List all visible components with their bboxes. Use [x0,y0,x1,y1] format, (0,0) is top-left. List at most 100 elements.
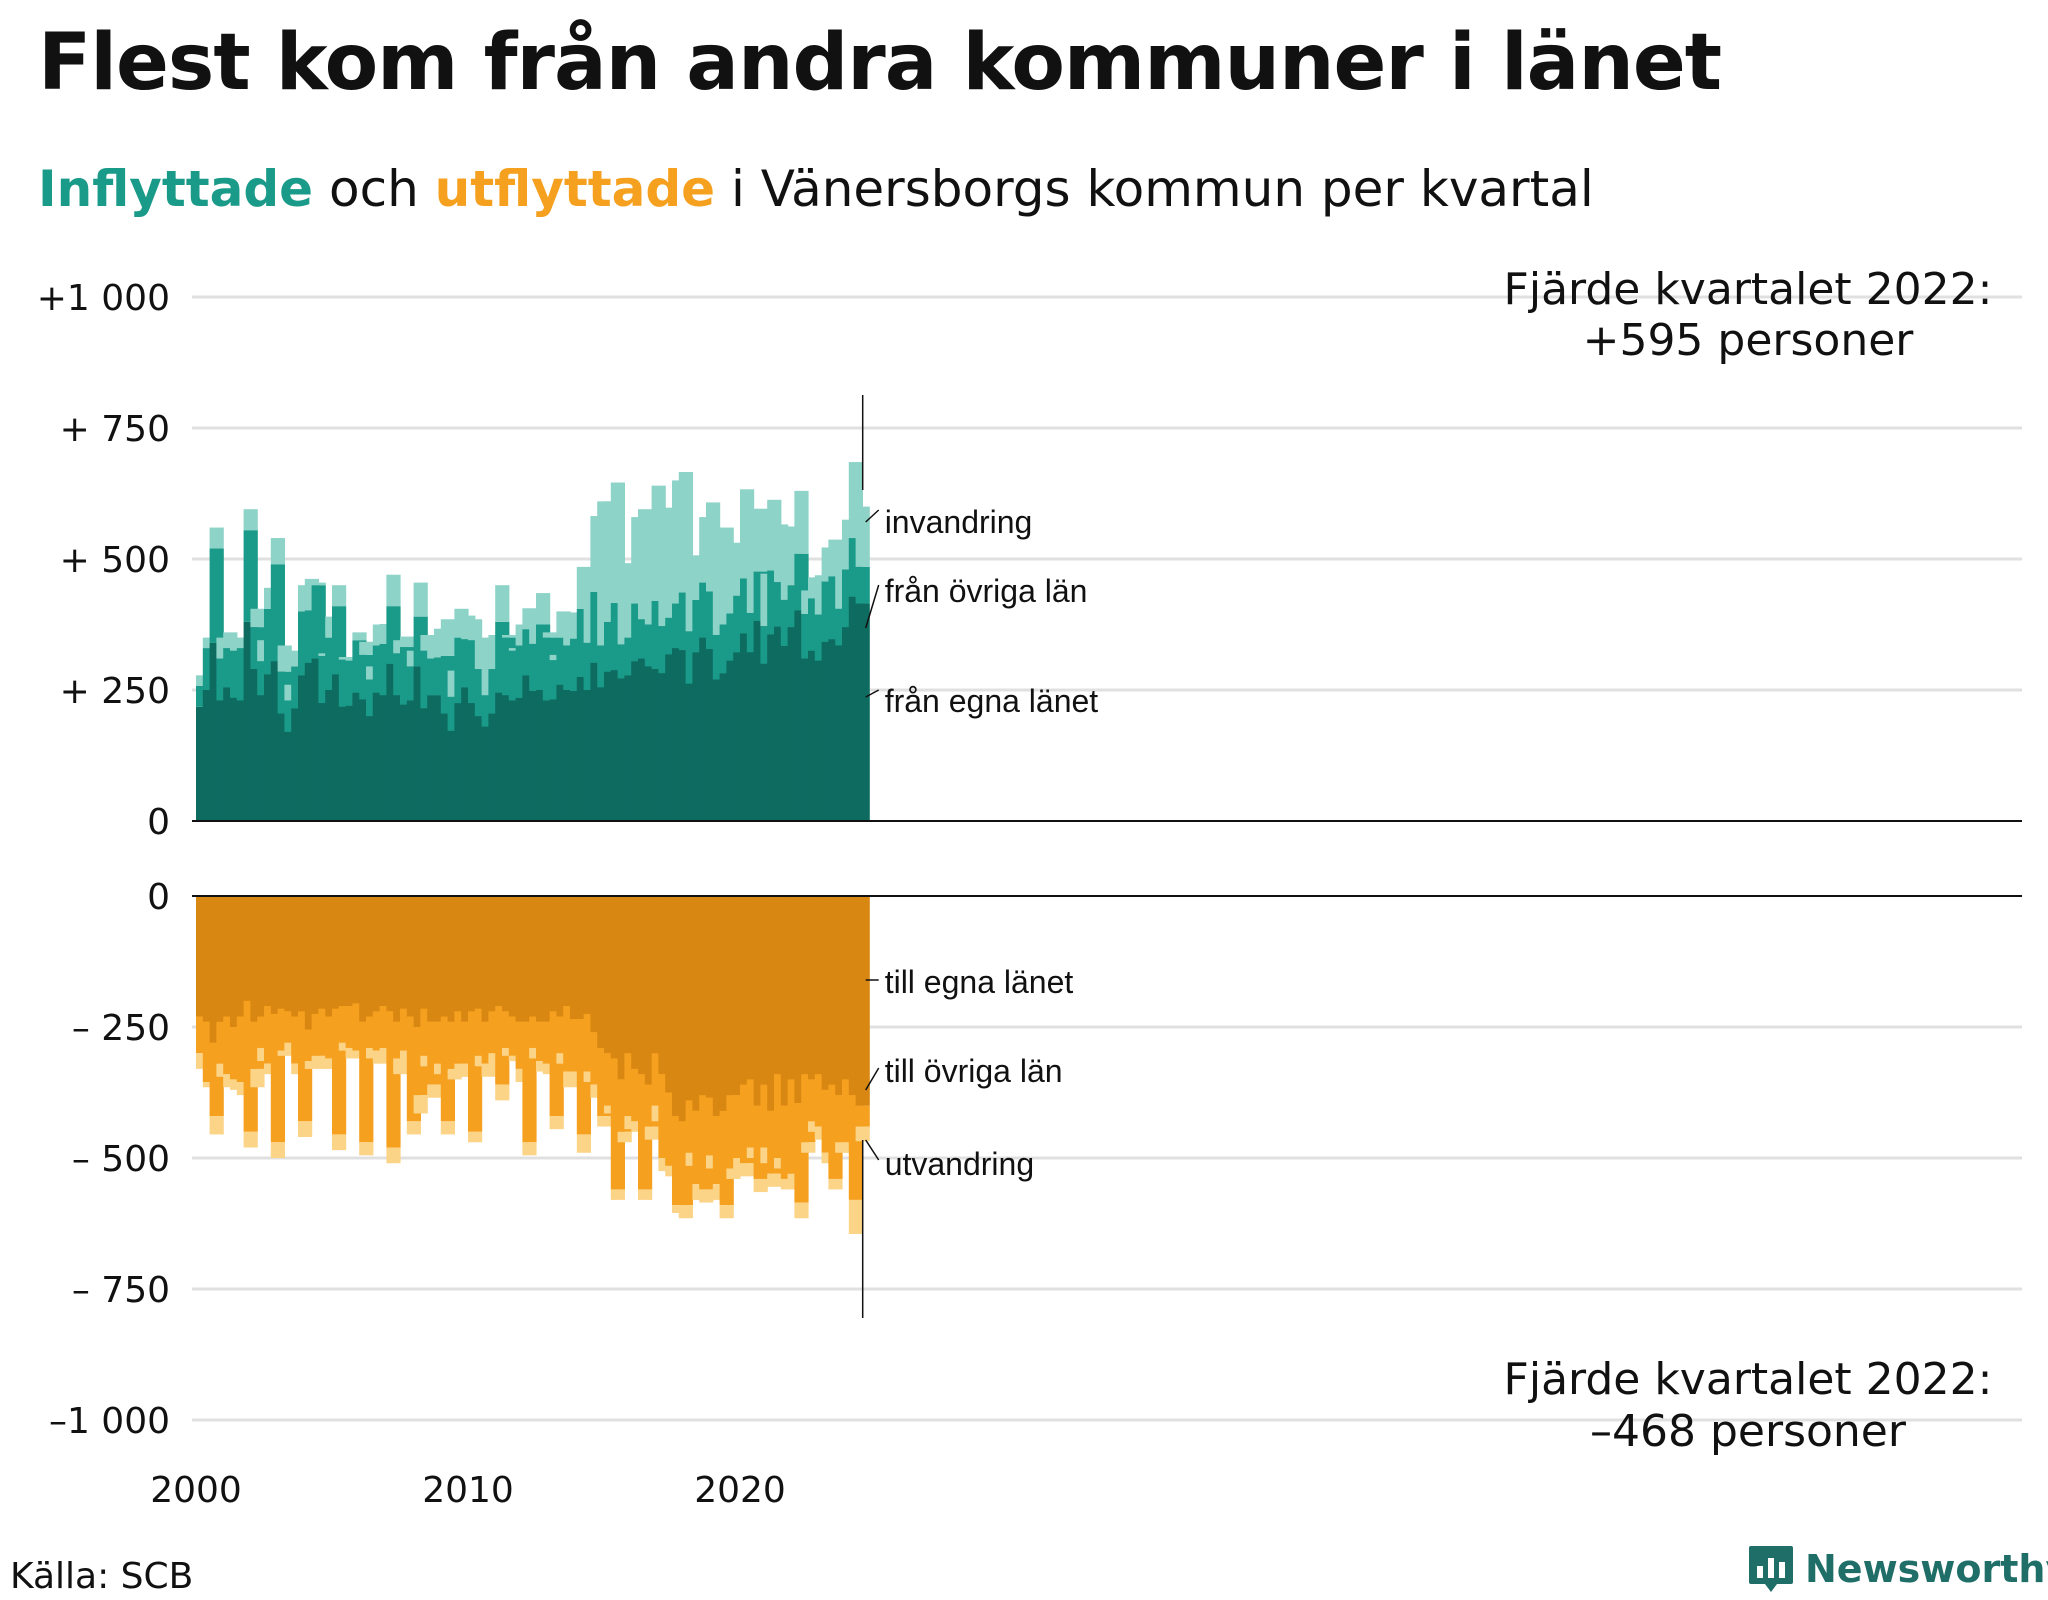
bar-bottom-segment [576,1134,591,1153]
bar-top-segment [495,585,510,622]
series-label-bottom: till övriga län [885,1053,1063,1089]
bar-bottom-segment [243,1131,258,1148]
highlight-top-value: +595 personer [1583,315,1915,366]
bar-top-segment [209,548,224,643]
leader-line [865,509,880,523]
bar-bottom-segment [549,1116,564,1130]
bar-bottom-segment [413,1095,428,1114]
bar-top-segment [243,530,258,622]
highlight-bottom-label: Fjärde kvartalet 2022: [1504,1354,1993,1405]
subtitle-inflyttade: Inflyttade [38,160,314,218]
subtitle-rest: i Vänersborgs kommun per kvartal [715,160,1594,218]
bar-bottom-segment [597,1116,612,1127]
highlight-bottom-value: –468 personer [1590,1406,1907,1457]
source-note: Källa: SCB [10,1556,194,1597]
bar-bottom-segment [522,1142,537,1156]
bar-top-segment [209,527,224,549]
y-tick-label-bottom: 0 [147,877,170,918]
bar-top-segment [502,634,517,638]
brand-name: Newsworthy [1805,1547,2048,1591]
bar-bottom-segment [270,1142,285,1158]
bar-top-segment [413,582,428,617]
bar-bottom-segment [468,1131,483,1143]
bar-top-segment [794,490,809,554]
y-tick-label-bottom: – 750 [72,1270,170,1311]
bar-bottom-segment [440,1121,455,1135]
chart-title: Flest kom från andra kommuner i länet [38,18,1722,108]
series-label-bottom: till egna länet [885,964,1074,1000]
chart-subtitle: Inflyttade och utflyttade i Vänersborgs … [38,160,1594,218]
leader-line [865,1139,880,1161]
series-label-bottom: utvandring [885,1146,1034,1182]
bar-top-segment [311,585,326,659]
bar-bottom-segment [481,1063,496,1077]
bar-bottom-segment [277,1050,292,1056]
bar-bottom-segment [848,1199,863,1234]
bar-top-segment [468,619,483,641]
y-tick-label-bottom: – 250 [72,1008,170,1049]
bar-bottom-segment [386,1147,401,1164]
bar-top-segment [536,593,551,625]
bar-bottom-segment [359,1142,374,1156]
bar-bottom-segment [726,1168,741,1179]
bar-bottom-segment [767,1173,782,1187]
series-label-top: från egna länet [885,683,1099,719]
bar-bottom-segment [855,896,870,1106]
bar-bottom-segment [794,1202,809,1219]
bar-bottom-segment [644,1126,659,1140]
bar-top-segment [753,508,768,572]
bar-top-segment [311,582,326,586]
bar-top-segment [270,538,285,565]
bar-bottom-segment [678,1205,693,1219]
y-tick-label-top: + 250 [60,671,170,712]
y-tick-label-top: + 500 [60,540,170,581]
bar-top-segment [359,641,374,655]
y-tick-label-top: 0 [147,802,170,843]
bar-bottom-segment [610,1189,625,1200]
bar-top-segment [828,539,843,577]
series-label-top: invandring [885,504,1033,540]
bar-bottom-segment [332,1134,347,1151]
bar-bottom-segment [828,1178,843,1190]
bar-top-segment [400,636,415,648]
newsworthy-logo: Newsworthy [1747,1544,2048,1594]
bar-bottom-segment [250,1068,265,1088]
bar-bottom-segment [427,1084,442,1098]
bar-top-segment [386,574,401,607]
bar-bottom-segment [406,1121,421,1135]
subtitle-utflyttade: utflyttade [434,160,716,218]
bar-bottom-segment [719,1205,734,1219]
bar-bottom-segment [495,1084,510,1101]
bar-top-segment [243,509,258,531]
y-tick-label-bottom: – 500 [72,1139,170,1180]
y-tick-label-top: +1 000 [37,278,170,319]
bar-top-segment [270,564,285,662]
bar-bottom-segment [393,1058,408,1075]
x-tick-label: 2000 [150,1470,242,1511]
subtitle-och: och [313,160,435,218]
leader-line [864,584,880,629]
bar-top-segment [277,645,292,672]
bar-top-segment [332,585,347,607]
bar-bottom-segment [209,1116,224,1135]
series-label-top: från övriga län [885,573,1088,609]
bar-bottom-segment [753,1178,768,1193]
bar-top-segment [474,637,489,670]
newsworthy-logo-icon [1749,1546,1793,1592]
highlight-top-label: Fjärde kvartalet 2022: [1504,264,1993,315]
bar-top-segment [542,632,557,638]
y-tick-label-bottom: –1 000 [49,1401,170,1442]
bar-bottom-segment [801,1142,816,1153]
bar-top-segment [855,603,870,821]
bar-bottom-segment [855,1126,870,1142]
x-tick-label: 2010 [422,1470,514,1511]
bar-top-segment [855,506,870,567]
y-tick-label-top: + 750 [60,409,170,450]
leader-line [865,1067,880,1091]
bar-bottom-segment [617,1131,632,1143]
x-tick-label: 2020 [694,1470,786,1511]
bar-bottom-segment [855,1105,870,1127]
bar-bottom-segment [740,1163,755,1177]
bar-bottom-segment [699,1189,714,1203]
